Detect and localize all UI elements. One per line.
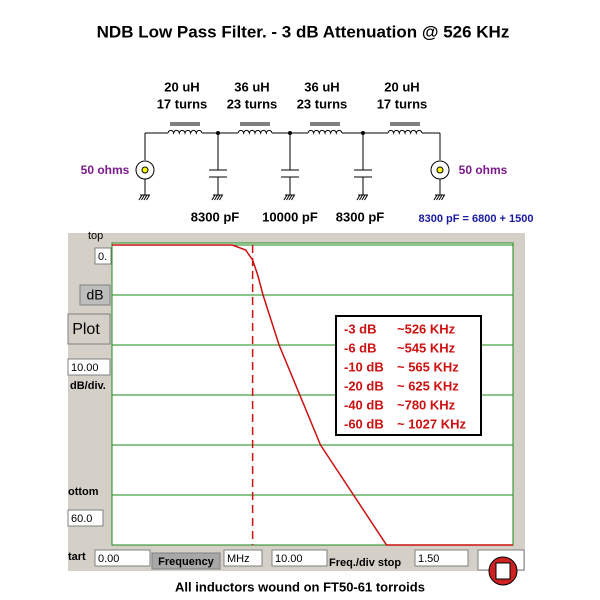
annotation-level: -20 dB: [344, 378, 384, 393]
ground: [364, 194, 368, 201]
db-button-label: dB: [86, 287, 103, 303]
inductor-value: 36 uH: [234, 79, 269, 94]
inductor: [167, 129, 203, 135]
inductor: [307, 129, 343, 135]
input-value: 60.0: [71, 513, 92, 525]
input-value: 1.50: [418, 553, 439, 565]
note: 8300 pF = 6800 + 1500: [419, 213, 534, 225]
ground: [219, 194, 223, 201]
text-input: [94, 247, 112, 265]
capacitor-value: 8300 pF: [191, 209, 239, 224]
text-input: [67, 509, 104, 527]
annotation-box: [335, 315, 482, 436]
text-input: [223, 549, 263, 567]
db-button: [79, 284, 111, 306]
annotation-freq: ~526 KHz: [397, 321, 456, 336]
response-curve: [112, 244, 513, 546]
title: NDB Low Pass Filter. - 3 dB Attenuation …: [97, 22, 510, 41]
ground: [286, 194, 290, 201]
ground: [441, 194, 445, 201]
ground: [361, 194, 366, 201]
ground: [214, 194, 218, 201]
logo-inner: [495, 562, 511, 580]
inductor-turns: 17 turns: [377, 96, 428, 111]
annotation-level: -40 dB: [344, 397, 384, 412]
label: Freq./div stop: [329, 557, 401, 569]
ground: [138, 194, 143, 201]
inductor: [237, 129, 273, 135]
annotation-level: -3 dB: [344, 321, 377, 336]
ground: [288, 194, 293, 201]
ground: [146, 194, 150, 201]
annotation-freq: ~780 KHz: [397, 397, 456, 412]
ground: [211, 194, 216, 201]
annotation-freq: ~ 565 KHz: [397, 359, 459, 374]
connector-pin: [436, 166, 444, 174]
ground: [438, 194, 443, 201]
label: ottom: [68, 486, 99, 498]
label: tart: [68, 551, 86, 563]
inductor-value: 20 uH: [164, 79, 199, 94]
capacitor-value: 8300 pF: [336, 209, 384, 224]
label: dB/div.: [70, 380, 106, 392]
plot-button[interactable]: [67, 313, 111, 345]
ground: [143, 194, 148, 201]
inductor-value: 20 uH: [384, 79, 419, 94]
annotation-level: -6 dB: [344, 340, 377, 355]
ground: [283, 194, 288, 201]
inductor: [387, 129, 423, 135]
annotation-freq: ~ 1027 KHz: [397, 416, 467, 431]
text-input: [67, 358, 111, 376]
impedance-label: 50 ohms: [459, 163, 508, 177]
input-value: 10.00: [275, 553, 303, 565]
annotation-freq: ~545 KHz: [397, 340, 456, 355]
ground: [291, 194, 295, 201]
ground: [141, 194, 145, 201]
impedance-label: 50 ohms: [81, 163, 130, 177]
annotation-level: -60 dB: [344, 416, 384, 431]
text-input: [414, 549, 469, 567]
text-input: [94, 549, 151, 567]
connector-pin: [141, 166, 149, 174]
ground: [359, 194, 363, 201]
ground: [216, 194, 221, 201]
capacitor-value: 10000 pF: [262, 209, 318, 224]
ground: [356, 194, 361, 201]
caption: All inductors wound on FT50-61 torroids: [175, 579, 425, 594]
inductor-turns: 23 turns: [227, 96, 278, 111]
text-input: [271, 549, 328, 567]
inductor-value: 36 uH: [304, 79, 339, 94]
frequency-button-label: Frequency: [158, 556, 215, 568]
inductor-turns: 17 turns: [157, 96, 208, 111]
annotation-freq: ~ 625 KHz: [397, 378, 459, 393]
label: top: [88, 230, 103, 242]
ground: [436, 194, 440, 201]
inductor-turns: 23 turns: [297, 96, 348, 111]
frequency-button: [151, 552, 221, 570]
annotation-level: -10 dB: [344, 359, 384, 374]
input-value: 0.00: [98, 553, 119, 565]
input-value: 0.: [98, 251, 107, 263]
input-value: MHz: [227, 553, 250, 565]
plot-button-label: Plot: [72, 321, 100, 338]
input-value: 10.00: [71, 362, 99, 374]
ground: [433, 194, 438, 201]
